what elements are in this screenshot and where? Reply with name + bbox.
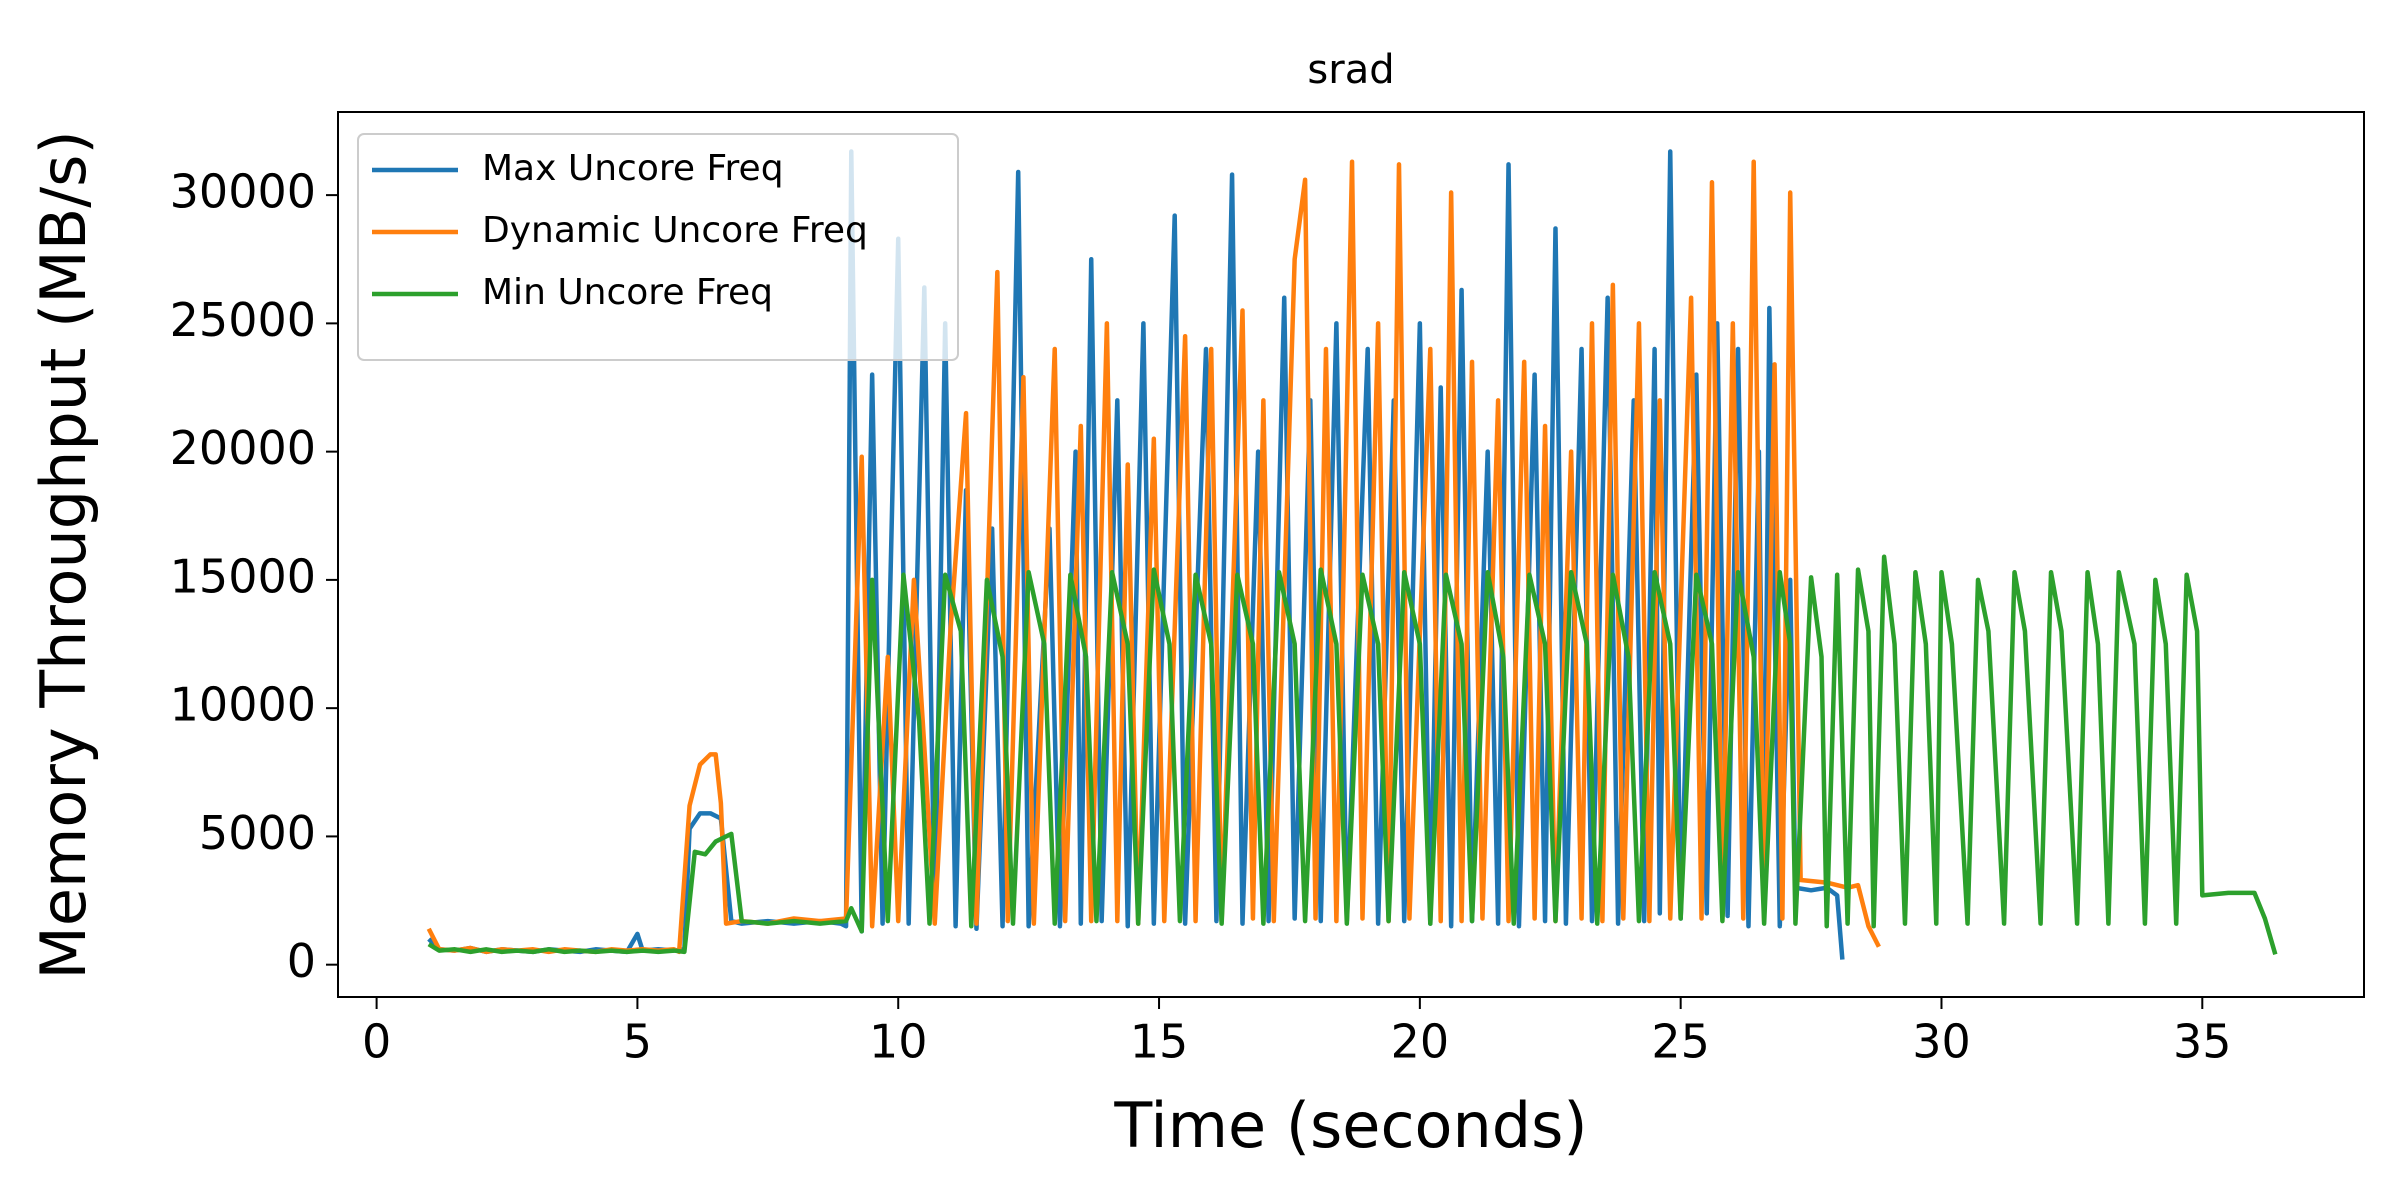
data-line <box>427 554 2278 956</box>
x-tick-label: 0 <box>362 1015 391 1069</box>
x-tick-label: 35 <box>2173 1015 2232 1069</box>
plot-frame <box>337 111 2365 998</box>
x-tick-label: 10 <box>869 1015 928 1069</box>
legend-label: Min Uncore Freq <box>482 272 773 313</box>
x-tick-label: 30 <box>1912 1015 1971 1069</box>
legend-label: Max Uncore Freq <box>482 148 784 189</box>
x-tick-label: 25 <box>1651 1015 1710 1069</box>
legend-label: Dynamic Uncore Freq <box>482 210 868 251</box>
x-tick-label: 20 <box>1391 1015 1450 1069</box>
x-tick-label: 15 <box>1130 1015 1189 1069</box>
x-tick-label: 5 <box>623 1015 652 1069</box>
x-axis-label: Time (seconds) <box>1113 1089 1587 1162</box>
plot-lines <box>426 149 2278 960</box>
y-tick-label: 30000 <box>170 165 316 219</box>
legend-box <box>357 133 959 361</box>
y-tick-label: 5000 <box>199 806 316 860</box>
y-tick-label: 0 <box>287 934 316 988</box>
y-tick-label: 15000 <box>170 549 316 603</box>
y-tick-label: 20000 <box>170 421 316 475</box>
y-tick-label: 10000 <box>170 678 316 732</box>
y-tick-label: 25000 <box>170 293 316 347</box>
y-axis-label: Memory Throughput (MB/s) <box>27 130 100 979</box>
chart-title: srad <box>1307 47 1394 93</box>
